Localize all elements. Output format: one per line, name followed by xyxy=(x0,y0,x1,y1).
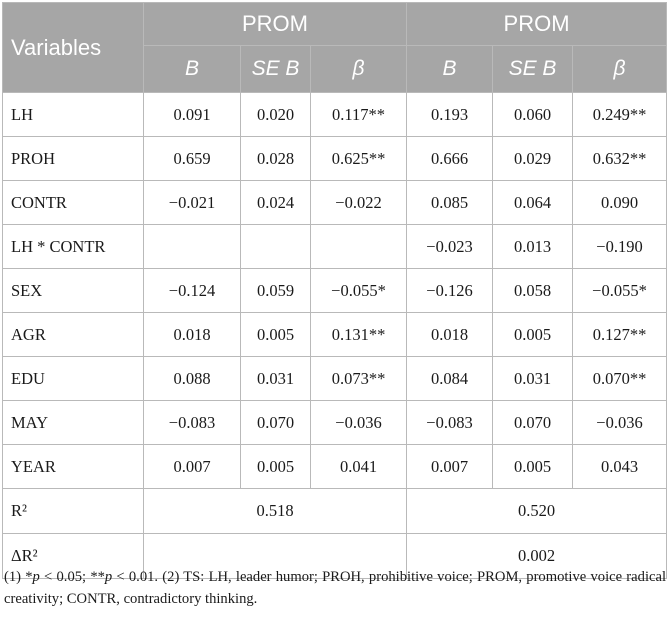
variables-header: Variables xyxy=(2,2,144,93)
table-cell: 0.088 xyxy=(143,356,241,401)
table-cell: 0.031 xyxy=(492,356,574,401)
table-cell: −0.126 xyxy=(406,268,494,313)
table-row: YEAR 0.007 0.005 0.041 0.007 0.005 0.043 xyxy=(2,444,668,489)
footnote-p2: p xyxy=(104,569,113,585)
table-cell: 0.043 xyxy=(572,444,668,489)
table-cell: 0.131** xyxy=(309,312,408,357)
table-cell: 0.018 xyxy=(143,312,241,357)
table-cell: 0.249** xyxy=(572,92,668,137)
regression-table: Variables PROM PROM B SE B β B SE B β LH… xyxy=(2,2,668,579)
col-header: β xyxy=(309,45,408,93)
table-cell: 0.041 xyxy=(309,444,408,489)
table-cell: 0.666 xyxy=(406,136,494,181)
table-cell: 0.060 xyxy=(492,92,574,137)
table-row: SEX −0.124 0.059 −0.055* −0.126 0.058 −0… xyxy=(2,268,668,313)
row-label: LH * CONTR xyxy=(2,224,144,269)
footnote-part1: (1) * xyxy=(4,569,33,585)
table-row: MAY −0.083 0.070 −0.036 −0.083 0.070 −0.… xyxy=(2,400,668,445)
table-cell: 0.117** xyxy=(309,92,408,137)
table-cell: −0.023 xyxy=(406,224,494,269)
row-label: SEX xyxy=(2,268,144,313)
table-cell: 0.091 xyxy=(143,92,241,137)
table-cell: 0.070 xyxy=(492,400,574,445)
table-row: EDU 0.088 0.031 0.073** 0.084 0.031 0.07… xyxy=(2,356,668,401)
table-cell: −0.036 xyxy=(309,400,408,445)
table-cell: 0.193 xyxy=(406,92,494,137)
table-cell: 0.127** xyxy=(572,312,668,357)
table-cell: 0.007 xyxy=(406,444,494,489)
row-label: EDU xyxy=(2,356,144,401)
model2-header: PROM xyxy=(406,2,668,46)
table-cell: 0.090 xyxy=(572,180,668,225)
table-cell: −0.190 xyxy=(572,224,668,269)
table-cell: 0.020 xyxy=(240,92,311,137)
col-header: β xyxy=(572,45,668,93)
col-header: B xyxy=(143,45,241,93)
row-label: MAY xyxy=(2,400,144,445)
table-footnote: (1) *p < 0.05; **p < 0.01. (2) TS: LH, l… xyxy=(4,566,666,610)
table-cell: −0.021 xyxy=(143,180,241,225)
col-header: SE B xyxy=(492,45,574,93)
table-cell: −0.083 xyxy=(143,400,241,445)
table-cell: 0.031 xyxy=(240,356,311,401)
delta-r-squared-model1 xyxy=(142,533,408,579)
table-cell: −0.083 xyxy=(406,400,494,445)
table-cell: 0.005 xyxy=(492,312,574,357)
delta-r-squared-row: ΔR² 0.002 xyxy=(2,533,668,579)
table-cell: 0.070** xyxy=(572,356,668,401)
table-row: AGR 0.018 0.005 0.131** 0.018 0.005 0.12… xyxy=(2,312,668,357)
table-cell: 0.005 xyxy=(492,444,574,489)
table-cell: −0.055* xyxy=(309,268,408,313)
table-row: LH * CONTR −0.023 0.013 −0.190 xyxy=(2,224,668,269)
table-cell: 0.070 xyxy=(240,400,311,445)
row-label: LH xyxy=(2,92,144,137)
r-squared-model2: 0.520 xyxy=(406,488,668,534)
table-cell: −0.022 xyxy=(309,180,408,225)
table-cell: 0.625** xyxy=(309,136,408,181)
table-cell: 0.059 xyxy=(240,268,311,313)
table-cell: 0.024 xyxy=(240,180,311,225)
table-cell: 0.085 xyxy=(406,180,494,225)
table-cell: 0.029 xyxy=(492,136,574,181)
table-cell: −0.055* xyxy=(572,268,668,313)
footnote-p1: p xyxy=(32,569,40,585)
table-row: CONTR −0.021 0.024 −0.022 0.085 0.064 0.… xyxy=(2,180,668,225)
r-squared-model1: 0.518 xyxy=(142,488,408,534)
row-label: PROH xyxy=(2,136,144,181)
r-squared-label: R² xyxy=(2,488,144,534)
delta-r-squared-model2: 0.002 xyxy=(406,533,668,579)
col-header: SE B xyxy=(240,45,311,93)
table-cell: 0.632** xyxy=(572,136,668,181)
table-cell: 0.058 xyxy=(492,268,574,313)
table-cell: 0.084 xyxy=(406,356,494,401)
table-cell xyxy=(240,224,311,269)
table-cell: −0.124 xyxy=(143,268,241,313)
table-cell: 0.018 xyxy=(406,312,494,357)
table-cell: 0.005 xyxy=(240,312,311,357)
model1-header: PROM xyxy=(142,2,408,46)
table-cell: 0.064 xyxy=(492,180,574,225)
table-cell: 0.005 xyxy=(240,444,311,489)
table-cell xyxy=(309,224,408,269)
row-label: YEAR xyxy=(2,444,144,489)
col-header: B xyxy=(406,45,494,93)
r-squared-row: R² 0.518 0.520 xyxy=(2,488,668,534)
table-cell: 0.073** xyxy=(309,356,408,401)
row-label: CONTR xyxy=(2,180,144,225)
table-cell: 0.659 xyxy=(143,136,241,181)
table-cell xyxy=(143,224,241,269)
footnote-part2: < 0.05; ** xyxy=(39,569,105,585)
row-label: AGR xyxy=(2,312,144,357)
table-cell: 0.007 xyxy=(143,444,241,489)
table-row: PROH 0.659 0.028 0.625** 0.666 0.029 0.6… xyxy=(2,136,668,181)
table-cell: 0.013 xyxy=(492,224,574,269)
table-cell: 0.028 xyxy=(240,136,311,181)
table-row: LH 0.091 0.020 0.117** 0.193 0.060 0.249… xyxy=(2,92,668,137)
delta-r-squared-label: ΔR² xyxy=(2,533,144,579)
table-cell: −0.036 xyxy=(572,400,668,445)
footnote-part3: < 0.01. (2) TS: LH, leader humor; PROH, … xyxy=(4,569,667,607)
